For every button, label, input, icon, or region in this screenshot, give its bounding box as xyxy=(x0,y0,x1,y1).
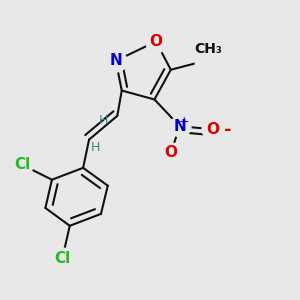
Text: H: H xyxy=(99,114,109,127)
Text: H: H xyxy=(91,140,101,154)
Text: O: O xyxy=(206,122,219,137)
Text: Cl: Cl xyxy=(14,158,30,172)
Text: +: + xyxy=(179,115,190,128)
Text: -: - xyxy=(224,121,231,139)
Text: Cl: Cl xyxy=(54,251,70,266)
Text: O: O xyxy=(149,34,162,49)
Text: CH₃: CH₃ xyxy=(194,42,222,56)
Text: N: N xyxy=(110,53,122,68)
Text: O: O xyxy=(164,146,177,160)
Text: N: N xyxy=(173,119,186,134)
